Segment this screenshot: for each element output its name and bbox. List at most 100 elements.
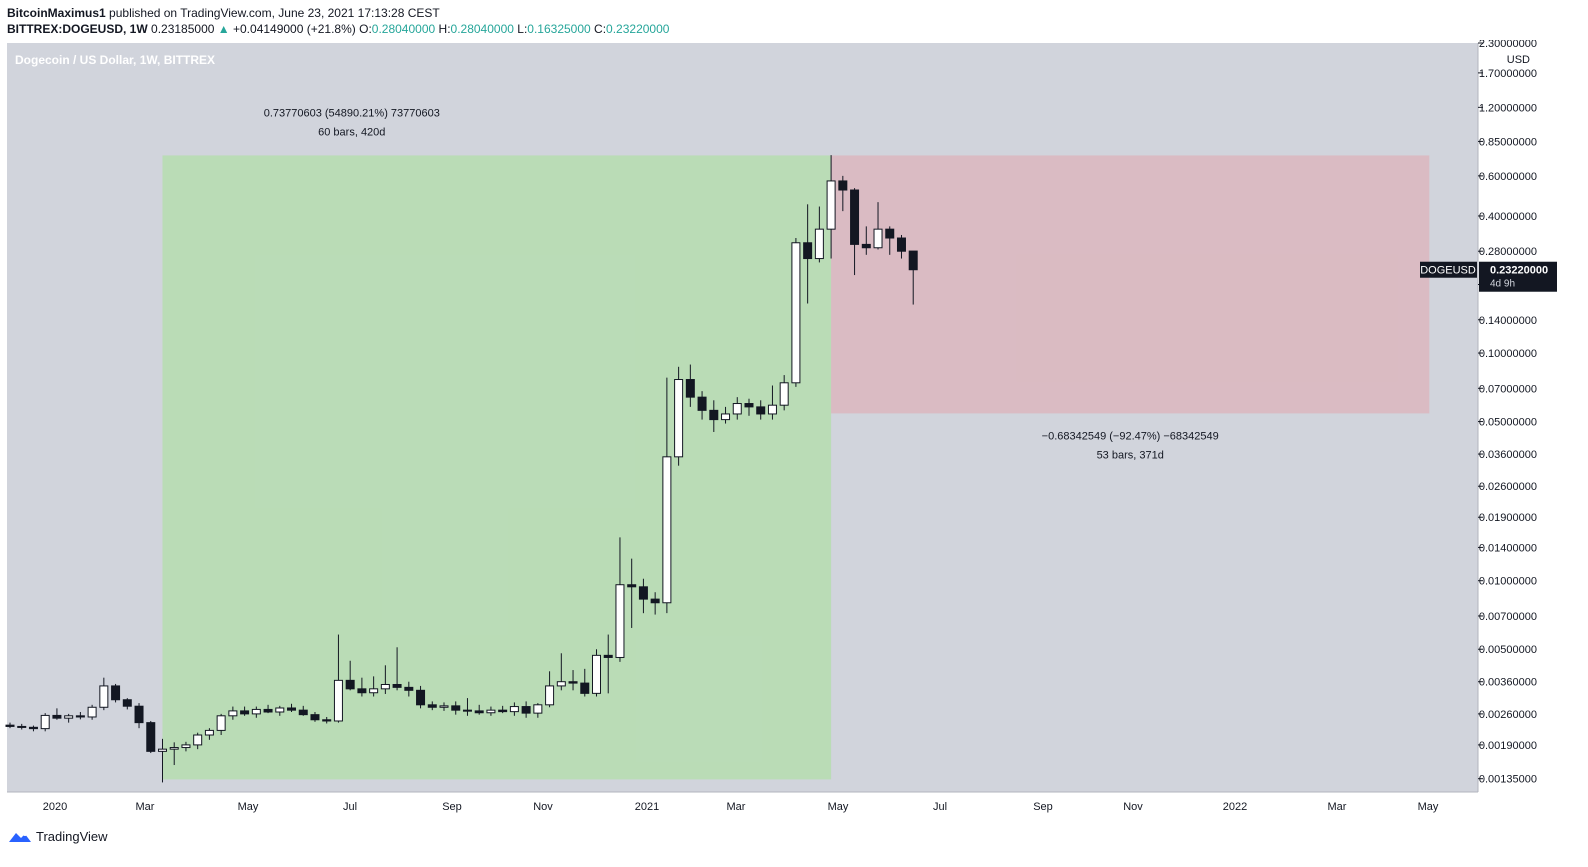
- candle[interactable]: [439, 702, 449, 711]
- candle[interactable]: [803, 204, 813, 304]
- candle[interactable]: [685, 364, 695, 407]
- candle[interactable]: [486, 706, 496, 716]
- candle[interactable]: [838, 175, 848, 212]
- candle[interactable]: [333, 634, 343, 723]
- time-axis[interactable]: [7, 792, 1478, 818]
- candle[interactable]: [662, 377, 672, 614]
- candle[interactable]: [298, 705, 308, 716]
- candle[interactable]: [52, 708, 62, 720]
- candle-body: [521, 706, 531, 714]
- candle[interactable]: [146, 720, 156, 754]
- y-tick-label: 1.20000000: [1479, 102, 1537, 114]
- candle[interactable]: [228, 706, 238, 720]
- candle[interactable]: [122, 698, 132, 710]
- candle[interactable]: [416, 685, 426, 709]
- candle[interactable]: [650, 592, 660, 615]
- candle[interactable]: [5, 722, 15, 729]
- loss-measure-zone[interactable]: [831, 155, 1430, 414]
- candle[interactable]: [908, 250, 918, 305]
- candle[interactable]: [275, 705, 285, 716]
- candle[interactable]: [322, 716, 332, 724]
- candle[interactable]: [345, 660, 355, 691]
- candle[interactable]: [709, 400, 719, 432]
- candle[interactable]: [767, 385, 777, 420]
- candle[interactable]: [40, 713, 50, 732]
- candle[interactable]: [826, 155, 836, 259]
- candle[interactable]: [28, 725, 38, 732]
- candle[interactable]: [369, 676, 379, 697]
- candle[interactable]: [521, 701, 531, 718]
- candle[interactable]: [181, 741, 191, 752]
- candle[interactable]: [592, 649, 601, 697]
- candle[interactable]: [556, 653, 566, 691]
- candle[interactable]: [75, 712, 85, 720]
- price-tag-countdown: 4d 9h: [1490, 279, 1515, 290]
- candle[interactable]: [603, 634, 613, 694]
- candle[interactable]: [791, 238, 801, 387]
- candle[interactable]: [193, 732, 203, 750]
- candle[interactable]: [216, 713, 226, 736]
- candle[interactable]: [17, 723, 27, 730]
- candle[interactable]: [674, 366, 684, 466]
- candle[interactable]: [721, 406, 731, 424]
- candle[interactable]: [885, 226, 895, 255]
- y-tick-label: 0.00260000: [1479, 709, 1537, 721]
- candle[interactable]: [169, 742, 179, 766]
- candle[interactable]: [896, 234, 906, 259]
- candle[interactable]: [873, 202, 883, 250]
- price-axis[interactable]: [1478, 43, 1588, 792]
- candle[interactable]: [697, 391, 707, 420]
- author-name[interactable]: BitcoinMaximus1: [7, 6, 106, 20]
- candle[interactable]: [251, 706, 261, 718]
- candle[interactable]: [533, 703, 543, 718]
- candle[interactable]: [744, 398, 754, 416]
- candle[interactable]: [615, 537, 625, 662]
- candle[interactable]: [627, 558, 637, 628]
- x-tick-label: Mar: [1328, 801, 1347, 813]
- candle-body: [251, 708, 261, 715]
- candle[interactable]: [427, 701, 437, 711]
- y-tick-label: 0.14000000: [1479, 315, 1537, 327]
- candle[interactable]: [474, 704, 484, 715]
- candle[interactable]: [204, 728, 214, 740]
- candle[interactable]: [99, 677, 109, 711]
- candle[interactable]: [462, 698, 472, 716]
- candle[interactable]: [287, 703, 297, 713]
- candle[interactable]: [392, 647, 402, 691]
- candle-body: [556, 681, 566, 687]
- candle[interactable]: [87, 704, 97, 720]
- candle[interactable]: [756, 400, 766, 420]
- close-label: C:: [594, 22, 607, 36]
- candle[interactable]: [861, 226, 871, 255]
- candle[interactable]: [64, 713, 74, 723]
- candle[interactable]: [357, 677, 367, 697]
- candle[interactable]: [814, 206, 824, 263]
- candle[interactable]: [240, 706, 250, 716]
- price-chart[interactable]: Dogecoin / US Dollar, 1W, BITTREX USD 2.…: [0, 40, 1588, 820]
- candle[interactable]: [568, 670, 578, 691]
- candle-body: [52, 714, 62, 719]
- candle[interactable]: [404, 681, 414, 697]
- candle[interactable]: [451, 701, 461, 715]
- gain-measure-zone[interactable]: [162, 155, 832, 780]
- candle[interactable]: [732, 397, 742, 420]
- candle[interactable]: [111, 683, 121, 703]
- candle[interactable]: [263, 704, 273, 714]
- x-tick-label: May: [828, 801, 849, 813]
- candle[interactable]: [850, 188, 860, 276]
- candle[interactable]: [779, 375, 789, 411]
- tradingview-footer[interactable]: TradingView: [8, 829, 108, 844]
- candle[interactable]: [310, 712, 320, 722]
- candle[interactable]: [157, 738, 167, 783]
- candle[interactable]: [509, 702, 519, 716]
- candle[interactable]: [638, 578, 648, 614]
- candle-body: [322, 719, 332, 722]
- candle[interactable]: [580, 668, 590, 697]
- candle[interactable]: [545, 671, 555, 708]
- candle[interactable]: [498, 705, 508, 714]
- candle[interactable]: [134, 703, 144, 729]
- y-tick-label: 0.01400000: [1479, 542, 1537, 554]
- candle[interactable]: [380, 665, 390, 694]
- candle-body: [427, 704, 437, 708]
- candle-body: [64, 715, 74, 719]
